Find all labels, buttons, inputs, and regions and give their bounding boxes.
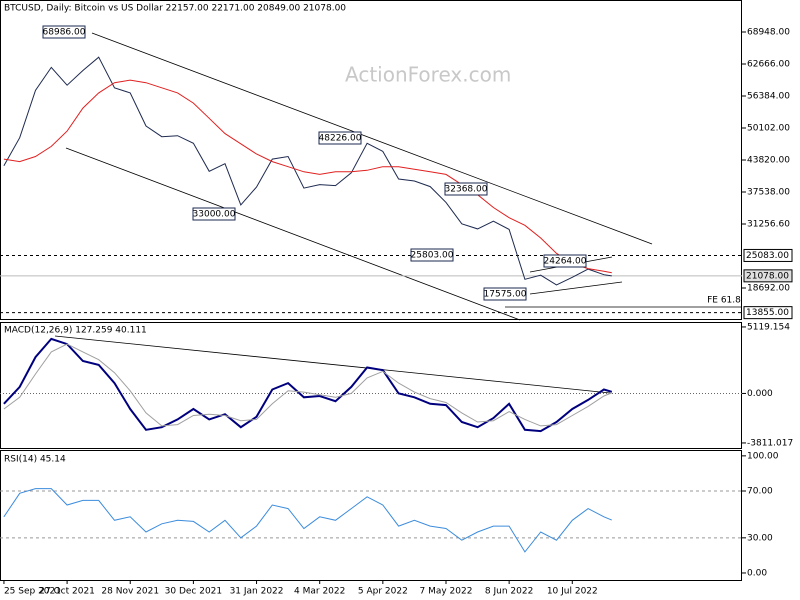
price-tag: 21078.00 (746, 271, 789, 281)
price-tag-box (743, 269, 793, 283)
macd-panel (0, 322, 742, 449)
y-tick-label: 18692.00 (747, 284, 790, 294)
x-tick-label: 8 Jun 2022 (485, 587, 533, 597)
series-line (3, 79, 612, 274)
y-tick-label: 30.00 (747, 533, 773, 543)
y-tick-label: 70.00 (747, 486, 773, 496)
x-tick-label: 30 Dec 2021 (165, 587, 223, 597)
watermark: ActionForex.com (345, 63, 511, 87)
x-tick-label: 4 Mar 2022 (294, 587, 345, 597)
trend-line (91, 32, 653, 245)
annotation: 68986.00 (43, 28, 86, 38)
y-tick-label: 56384.00 (747, 92, 790, 102)
trend-line (529, 281, 623, 295)
x-tick-label: 7 May 2022 (420, 587, 473, 597)
chart-title: BTCUSD, Daily: Bitcoin vs US Dollar 2215… (4, 4, 346, 14)
annotation-box (318, 131, 362, 145)
y-tick-label: 43820.00 (747, 156, 790, 166)
price-tag-box (743, 248, 793, 262)
annotation: 33000.00 (193, 210, 236, 220)
y-tick-label: 31256.60 (747, 220, 790, 230)
x-tick-label: 25 Sep 2021 (4, 587, 61, 597)
series-line (3, 337, 613, 433)
annotation: FE 61.8 (707, 296, 741, 306)
price-tag-box (743, 306, 793, 320)
y-tick-label: 0.00 (747, 568, 767, 578)
annotation-box (192, 207, 236, 221)
y-tick-label: -3811.017 (747, 438, 793, 448)
y-tick-label: 100.00 (747, 451, 779, 461)
x-tick-label: 5 Apr 2022 (358, 587, 408, 597)
annotation: 17575.00 (484, 290, 527, 300)
y-tick-label: 62666.00 (747, 60, 790, 70)
series-line (3, 488, 612, 553)
trend-line (65, 147, 521, 321)
y-tick-label: 37538.00 (747, 188, 790, 198)
series-line (3, 343, 612, 427)
y-tick-label: 50102.00 (747, 124, 790, 134)
annotation-box (543, 254, 587, 268)
price-tag: 25083.00 (746, 251, 789, 261)
annotation: 25803.00 (411, 251, 454, 261)
x-tick-label: 27 Oct 2021 (39, 587, 95, 597)
macd-trend-line (54, 335, 611, 394)
annotation: 32368.00 (445, 185, 488, 195)
annotation: 24264.00 (544, 257, 587, 267)
y-tick-label: 5119.154 (747, 322, 790, 332)
annotation-box (42, 25, 86, 39)
y-tick-label: 68948.00 (747, 28, 790, 38)
price-panel (0, 0, 742, 320)
x-tick-label: 28 Nov 2021 (101, 587, 159, 597)
annotation-box (410, 248, 454, 262)
annotation-box (483, 287, 527, 301)
rsi-title: RSI(14) 45.14 (4, 455, 66, 465)
rsi-panel (0, 450, 742, 581)
x-tick-label: 31 Jan 2022 (230, 587, 284, 597)
macd-title: MACD(12,26,9) 127.259 40.111 (4, 326, 147, 336)
y-tick-label: 0.000 (747, 389, 773, 399)
price-tag: 13855.00 (746, 308, 789, 318)
x-tick-label: 10 Jul 2022 (547, 587, 598, 597)
annotation-box (444, 182, 488, 196)
series-line (3, 56, 612, 286)
annotation: 48226.00 (319, 134, 362, 144)
